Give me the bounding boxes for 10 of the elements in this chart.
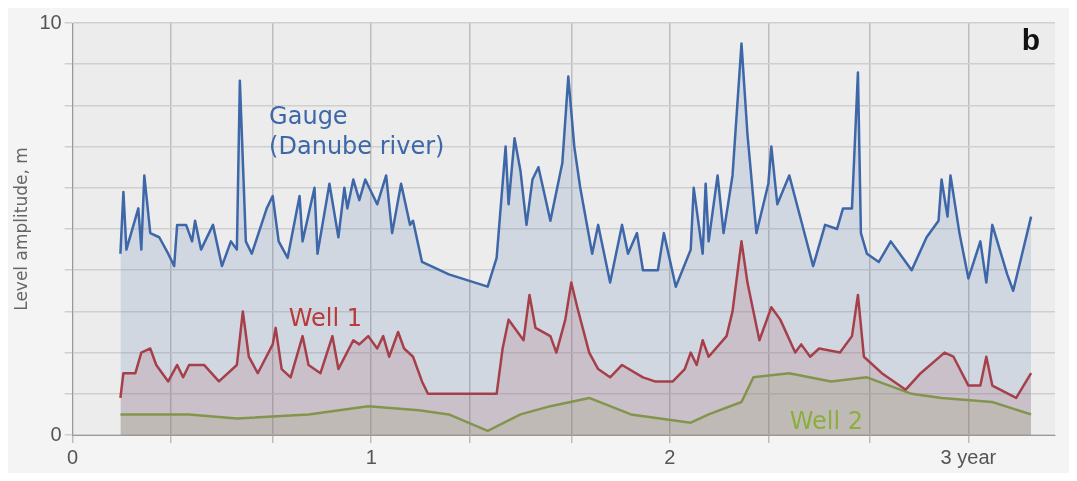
x-tick-label: 3 year (940, 445, 997, 468)
x-tick-label: 0 (67, 445, 79, 468)
y-tick-label: 10 (39, 10, 62, 33)
series-label: Gauge (Danube river) (269, 101, 445, 160)
annotation: b (1021, 23, 1040, 57)
x-tick-label: 1 (365, 445, 377, 468)
x-tick-label: 2 (664, 445, 676, 468)
series-label: Well 1 (288, 303, 363, 332)
y-axis-title: Level amplitude, m (10, 147, 31, 311)
series-label: Well 2 (789, 406, 864, 435)
